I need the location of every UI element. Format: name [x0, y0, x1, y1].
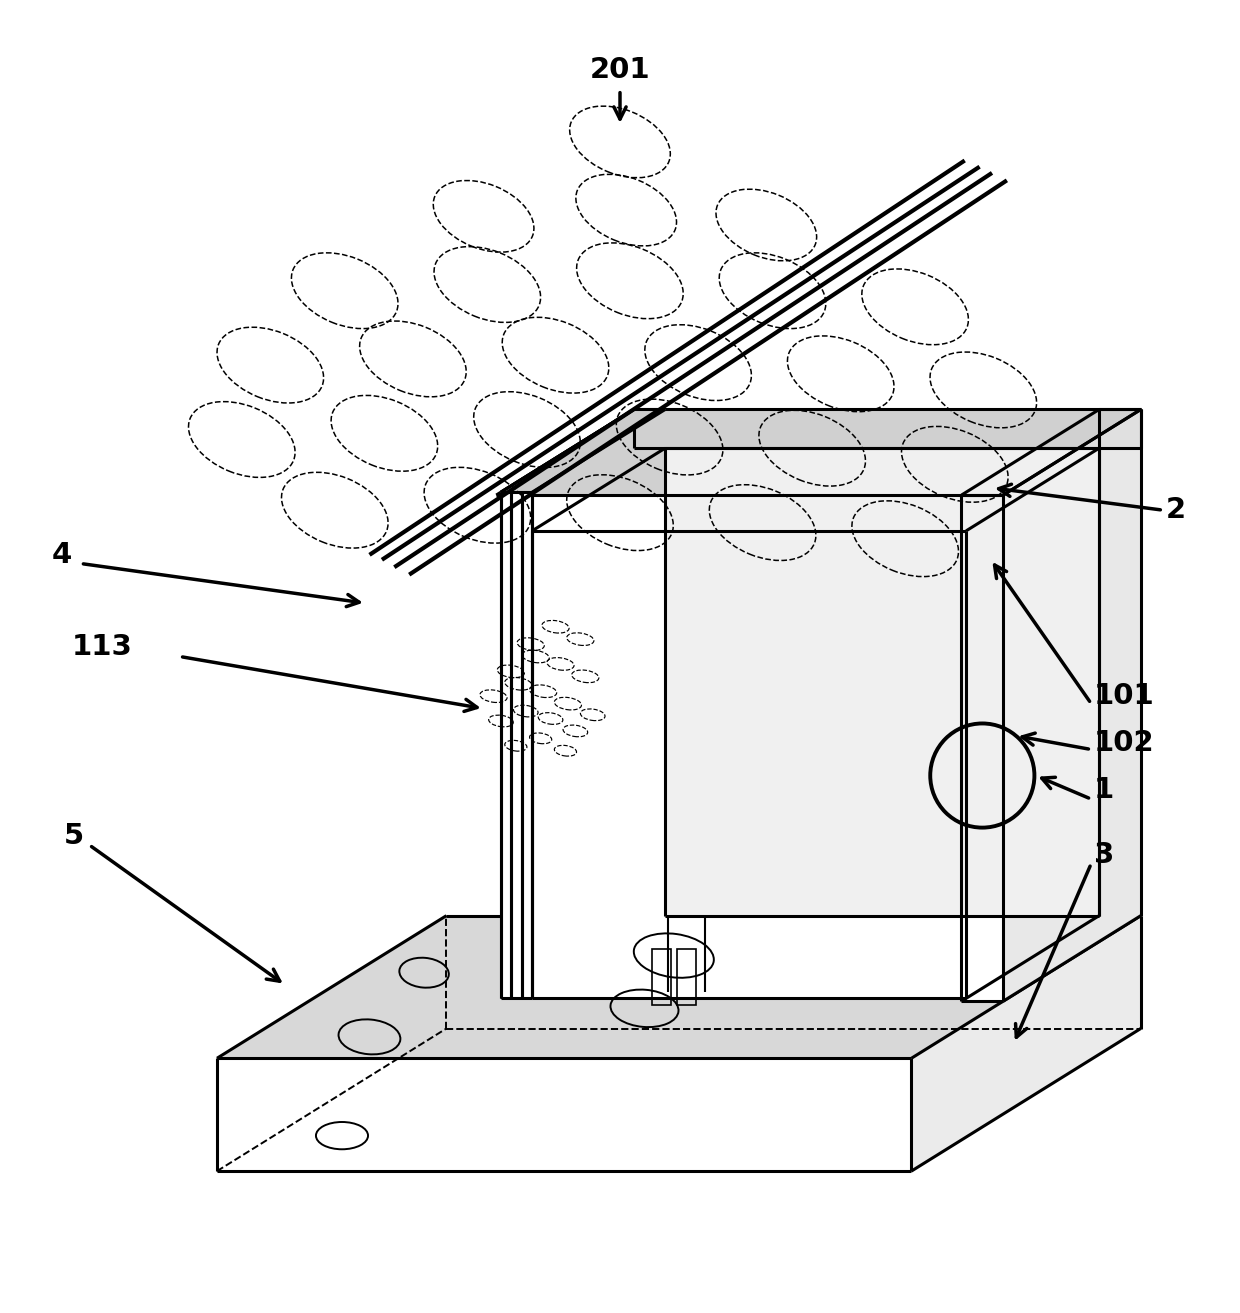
Polygon shape [961, 410, 1141, 495]
Polygon shape [217, 1058, 911, 1171]
Polygon shape [532, 530, 966, 998]
Bar [677, 949, 696, 1004]
Polygon shape [634, 410, 1141, 448]
Text: 5: 5 [64, 822, 84, 851]
Text: 113: 113 [72, 633, 133, 660]
Polygon shape [665, 448, 1099, 915]
Polygon shape [532, 915, 1099, 998]
Polygon shape [496, 410, 1141, 495]
Polygon shape [961, 495, 1003, 1002]
Polygon shape [1003, 410, 1141, 1002]
Bar [652, 949, 671, 1004]
Polygon shape [501, 492, 532, 998]
Text: 201: 201 [590, 55, 650, 84]
Text: 1: 1 [1094, 776, 1114, 805]
Text: 4: 4 [52, 541, 72, 569]
Polygon shape [501, 410, 665, 492]
Polygon shape [911, 915, 1141, 1171]
Text: 2: 2 [1166, 496, 1185, 524]
Text: 3: 3 [1094, 840, 1114, 869]
Polygon shape [217, 915, 1141, 1058]
Text: 101: 101 [1094, 683, 1154, 710]
Text: 102: 102 [1094, 729, 1154, 758]
